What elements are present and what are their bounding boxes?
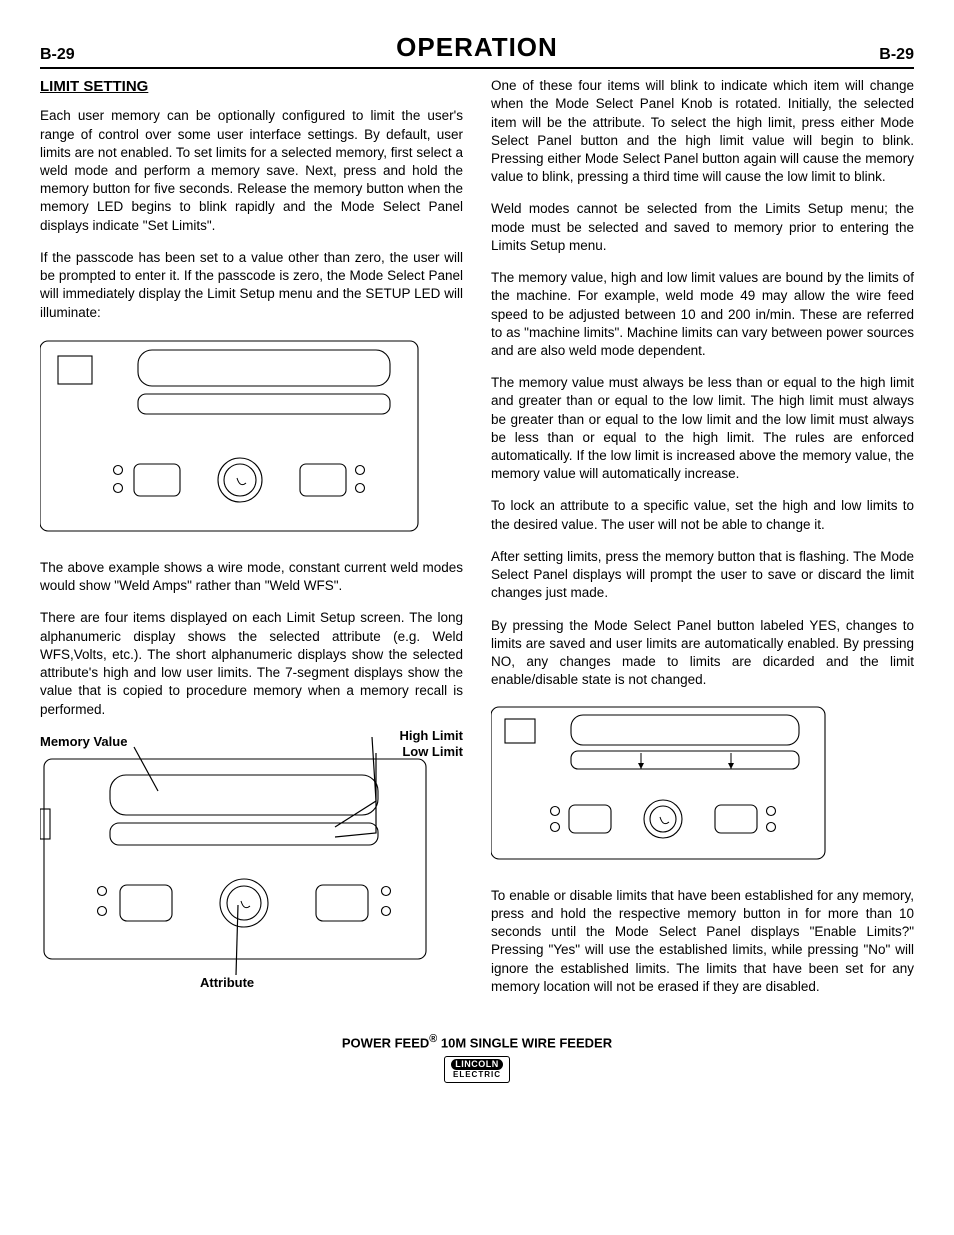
left-column: LIMIT SETTING Each user memory can be op… <box>40 77 463 1010</box>
paragraph: The above example shows a wire mode, con… <box>40 559 463 595</box>
paragraph: To enable or disable limits that have be… <box>491 887 914 996</box>
page-number-right: B-29 <box>879 44 914 66</box>
panel-diagram-labeled: Memory Value High Limit Low Limit Attrib… <box>40 733 463 990</box>
paragraph: Each user memory can be optionally confi… <box>40 107 463 235</box>
right-column: One of these four items will blink to in… <box>491 77 914 1010</box>
content-columns: LIMIT SETTING Each user memory can be op… <box>40 77 914 1010</box>
label-low-limit: Low Limit <box>402 743 463 761</box>
paragraph: The memory value must always be less tha… <box>491 374 914 483</box>
label-attribute: Attribute <box>200 974 254 992</box>
paragraph: By pressing the Mode Select Panel button… <box>491 617 914 690</box>
panel-diagram-tiny <box>491 703 914 868</box>
lincoln-logo: LINCOLN ELECTRIC <box>444 1056 510 1083</box>
header: B-29 OPERATION B-29 <box>40 30 914 69</box>
footer-product: POWER FEED <box>342 1035 429 1050</box>
paragraph: There are four items displayed on each L… <box>40 609 463 718</box>
panel-diagram-small <box>40 336 463 541</box>
section-heading: LIMIT SETTING <box>40 77 463 97</box>
label-high-limit: High Limit <box>399 727 463 745</box>
footer: POWER FEED® 10M SINGLE WIRE FEEDER LINCO… <box>40 1032 914 1083</box>
paragraph: The memory value, high and low limit val… <box>491 269 914 360</box>
page-title: OPERATION <box>396 30 558 65</box>
page-number-left: B-29 <box>40 44 75 66</box>
footer-rest: 10M SINGLE WIRE FEEDER <box>437 1035 612 1050</box>
paragraph: Weld modes cannot be selected from the L… <box>491 200 914 255</box>
logo-top: LINCOLN <box>451 1059 503 1070</box>
logo-bot: ELECTRIC <box>453 1070 501 1079</box>
paragraph: If the passcode has been set to a value … <box>40 249 463 322</box>
paragraph: To lock an attribute to a specific value… <box>491 497 914 533</box>
paragraph: After setting limits, press the memory b… <box>491 548 914 603</box>
paragraph: One of these four items will blink to in… <box>491 77 914 186</box>
label-memory-value: Memory Value <box>40 733 127 751</box>
